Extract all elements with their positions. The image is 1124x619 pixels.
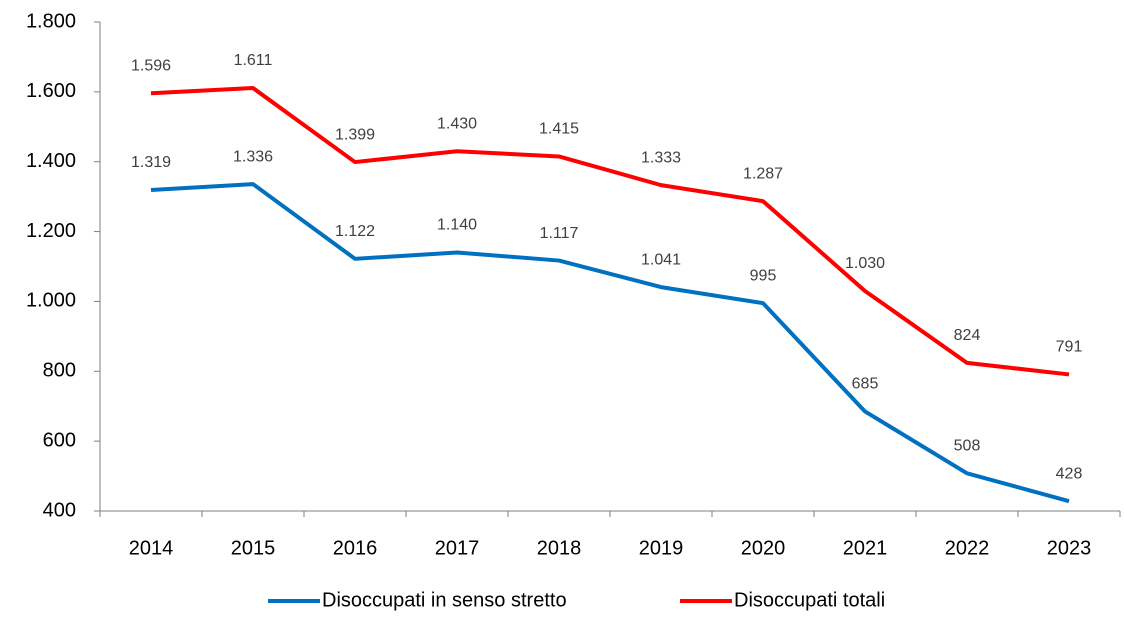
y-tick-label: 600 <box>43 429 76 451</box>
data-label: 1.611 <box>234 52 273 69</box>
data-label: 824 <box>954 327 981 344</box>
x-tick-label: 2019 <box>639 537 684 559</box>
data-label: 428 <box>1056 465 1083 482</box>
data-label: 1.430 <box>437 115 477 132</box>
data-label: 1.415 <box>539 121 579 138</box>
y-tick-label: 1.400 <box>26 150 76 172</box>
x-tick-label: 2017 <box>435 537 480 559</box>
x-tick-label: 2015 <box>231 537 276 559</box>
y-tick-label: 1.200 <box>26 220 76 242</box>
data-label: 685 <box>852 376 879 393</box>
x-tick-label: 2014 <box>129 537 174 559</box>
data-label: 791 <box>1056 339 1083 356</box>
x-tick-label: 2021 <box>843 537 888 559</box>
series-line <box>150 86 1070 377</box>
series-line <box>150 182 1070 504</box>
data-label: 1.333 <box>641 149 681 166</box>
data-label: 1.030 <box>845 255 885 272</box>
y-tick-label: 1.800 <box>26 10 76 32</box>
data-label: 1.041 <box>641 251 681 268</box>
x-tick-label: 2020 <box>741 537 786 559</box>
x-tick-label: 2022 <box>945 537 990 559</box>
data-label: 1.287 <box>743 165 783 182</box>
data-label: 508 <box>954 437 981 454</box>
data-label: 1.117 <box>540 225 579 242</box>
x-tick-label: 2023 <box>1047 537 1092 559</box>
data-label: 1.122 <box>335 223 375 240</box>
y-tick-label: 1.600 <box>26 80 76 102</box>
y-tick-label: 1.000 <box>26 290 76 312</box>
y-tick-label: 400 <box>43 499 76 521</box>
data-label: 1.399 <box>335 126 375 143</box>
data-label: 1.140 <box>437 217 477 234</box>
x-tick-label: 2016 <box>333 537 378 559</box>
data-label: 995 <box>750 267 777 284</box>
legend-label: Disoccupati totali <box>734 589 885 611</box>
legend-label: Disoccupati in senso stretto <box>322 589 567 611</box>
y-tick-label: 800 <box>43 360 76 382</box>
data-label: 1.336 <box>233 148 273 165</box>
x-tick-label: 2018 <box>537 537 582 559</box>
data-label: 1.319 <box>131 154 171 171</box>
data-label: 1.596 <box>131 57 171 74</box>
